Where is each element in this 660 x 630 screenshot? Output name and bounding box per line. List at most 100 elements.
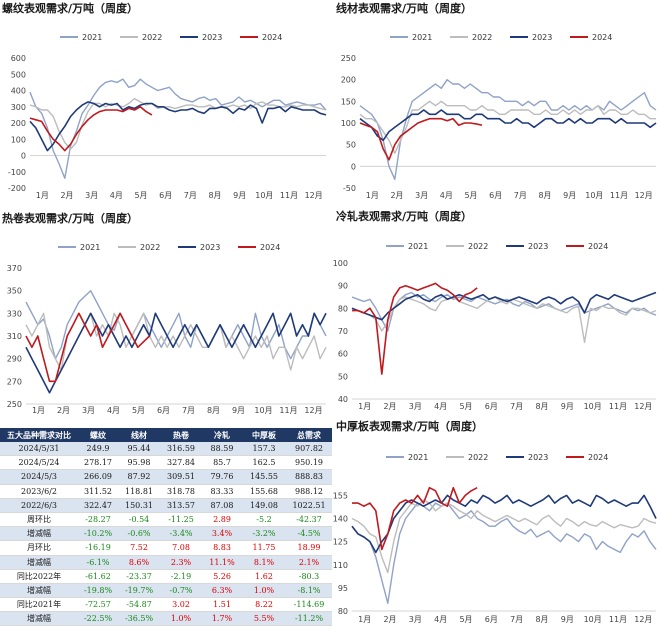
chart-plate: 中厚板表观需求/万吨（周度） 2021 2022 2023 2024 80 95 110 125…: [333, 419, 657, 624]
table-cell: 7.08: [160, 540, 202, 556]
legend-label-2022: 2022: [140, 243, 160, 252]
x-tick-label: 12月: [634, 402, 652, 411]
series-line-2022: [351, 499, 657, 574]
legend-label-2022: 2022: [472, 33, 492, 42]
x-tick-label: 9月: [563, 191, 576, 200]
table-cell: -36.5%: [118, 611, 160, 627]
table-cell: -61.62: [78, 569, 118, 584]
chart-legend: 2021 2022 2023 2024: [386, 242, 608, 251]
y-tick-label: 50: [346, 141, 356, 150]
y-tick-label: 80: [338, 607, 348, 616]
legend-label-2023: 2023: [200, 243, 220, 252]
y-tick-label: 300: [11, 103, 26, 112]
table-cell: -16.19: [78, 540, 118, 556]
chart-legend: 2021 2022 2023 2024: [60, 33, 282, 42]
y-tick-label: 80: [338, 304, 348, 313]
legend-label-2024: 2024: [592, 33, 612, 42]
table-cell: 83.33: [202, 484, 242, 499]
x-tick-label: 3月: [409, 615, 422, 624]
x-tick-label: 5月: [132, 406, 145, 415]
table-cell: 318.78: [160, 484, 202, 499]
table-cell: 327.84: [160, 455, 202, 471]
x-tick-label: 9月: [233, 191, 246, 200]
table-cell: -19.7%: [118, 583, 160, 599]
y-tick-label: 310: [7, 332, 22, 341]
table-cell: -3.4%: [160, 526, 202, 542]
table-cell: -54.87: [118, 597, 160, 613]
x-tick-label: 9月: [561, 615, 574, 624]
table-cell: 7.52: [118, 540, 160, 556]
table-cell: 309.51: [160, 469, 202, 485]
y-tick-label: 200: [11, 119, 26, 128]
x-tick-label: 10月: [584, 615, 602, 624]
x-tick-label: 8月: [208, 191, 221, 200]
x-tick-label: 7月: [514, 191, 527, 200]
table-cell: 157.3: [242, 442, 286, 457]
table-cell: 322.47: [78, 498, 118, 513]
y-tick-label: 155: [333, 491, 348, 500]
x-tick-label: 1月: [366, 191, 379, 200]
x-tick-label: 8月: [538, 191, 551, 200]
table-cell: -19.8%: [78, 583, 118, 599]
table-cell: -72.57: [78, 597, 118, 613]
table-cell: 2.89: [202, 512, 242, 528]
legend-label-2022: 2022: [468, 242, 488, 251]
y-tick-label: 250: [341, 54, 356, 63]
table-cell: -23.37: [118, 569, 160, 584]
x-tick-label: 10月: [585, 191, 603, 200]
x-tick-label: 6月: [159, 191, 172, 200]
series-line-2024: [352, 486, 478, 551]
table-cell: 162.5: [242, 455, 286, 471]
legend-label-2024: 2024: [260, 243, 280, 252]
chart-wire: 线材表观需求/万吨（周度） 2021 2022 2023 2024 -50 0 50 100 15…: [336, 1, 657, 200]
table-cell: 988.12: [286, 484, 332, 499]
table-cell: 2.1%: [286, 555, 332, 570]
legend-label-2021: 2021: [408, 453, 428, 462]
y-tick-label: 50: [338, 372, 348, 381]
legend-label-2021: 2021: [80, 243, 100, 252]
series-line-2023: [359, 109, 657, 142]
table-cell: 155.68: [242, 484, 286, 499]
legend-label-2021: 2021: [412, 33, 432, 42]
table-cell: -11.25: [160, 512, 202, 528]
legend-label-2021: 2021: [408, 242, 428, 251]
y-tick-label: 0: [21, 152, 26, 161]
table-cell: 278.17: [78, 455, 118, 471]
table-cell: 87.92: [118, 469, 160, 485]
x-tick-label: 1月: [358, 615, 371, 624]
chart-legend: 2021 2022 2023 2024: [390, 33, 612, 42]
series-line-2023: [29, 101, 327, 152]
series-line-2021: [29, 78, 327, 180]
table-cell: 8.83: [202, 540, 242, 556]
y-tick-label: 250: [7, 400, 22, 409]
table-row: 增减幅 -22.5% -36.5% 1.0% 1.7% 5.5% -11.2%: [0, 611, 332, 627]
legend-label-2023: 2023: [528, 453, 548, 462]
table-cell: 87.08: [202, 498, 242, 513]
table-cell: 1.62: [242, 569, 286, 584]
x-tick-label: 9月: [561, 402, 574, 411]
x-tick-label: 12月: [634, 615, 652, 624]
series-line-2023: [25, 312, 327, 394]
table-cell: -3.2%: [242, 526, 286, 542]
chart-legend: 2021 2022 2023 2024: [58, 243, 280, 252]
x-tick-label: 3月: [82, 406, 95, 415]
x-tick-label: 6月: [157, 406, 170, 415]
y-tick-label: 95: [338, 584, 348, 593]
chart-title: 螺纹表观需求/万吨（周度）: [2, 1, 138, 15]
y-tick-label: -100: [8, 168, 26, 177]
row-label: 增减幅: [0, 611, 78, 627]
x-tick-label: 4月: [440, 191, 453, 200]
row-label: 增减幅: [0, 583, 78, 599]
table-cell: -28.27: [78, 512, 118, 528]
x-tick-label: 12月: [305, 191, 323, 200]
table-row: 周环比 -28.27 -0.54 -11.25 2.89 -5.2 -42.37: [0, 512, 332, 528]
column-header: 螺纹: [78, 428, 118, 442]
y-tick-label: 140: [333, 515, 348, 524]
series-line-2022: [359, 100, 656, 155]
table-cell: 1.51: [202, 597, 242, 613]
legend-label-2023: 2023: [532, 33, 552, 42]
table-cell: -0.54: [118, 512, 160, 528]
series-line-2024: [352, 282, 478, 375]
x-tick-label: 2月: [390, 191, 403, 200]
series-line-2021: [25, 290, 327, 360]
